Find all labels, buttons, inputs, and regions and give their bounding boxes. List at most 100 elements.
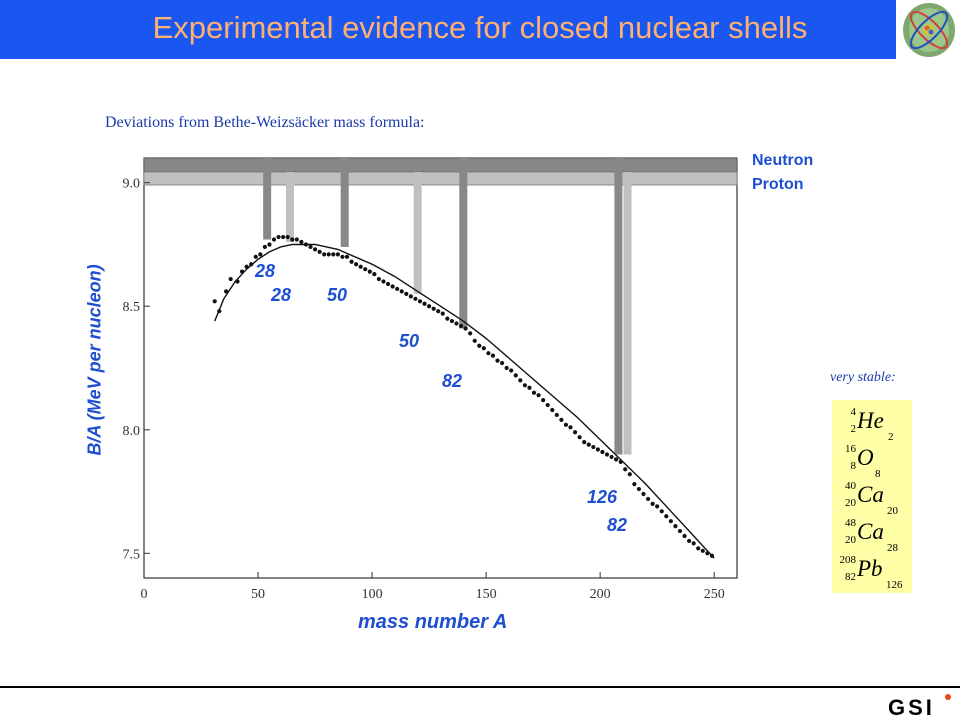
data-point	[445, 316, 450, 321]
magic-label-proton-82: 82	[607, 515, 628, 535]
data-point	[468, 331, 473, 336]
neutron-number: 2	[888, 431, 894, 443]
data-point	[691, 541, 696, 546]
data-point	[417, 299, 423, 304]
data-point	[363, 267, 368, 272]
data-point	[536, 393, 541, 398]
mass-number: 48	[845, 517, 856, 529]
data-point	[604, 452, 610, 457]
data-point	[413, 296, 418, 301]
data-point	[281, 234, 286, 240]
data-point	[687, 538, 692, 544]
data-point	[600, 449, 605, 455]
atom-logo-icon	[903, 3, 955, 57]
data-point	[645, 496, 651, 502]
stable-nuclides-box: 4 2 He 2 16 8 O 8 40 20 Ca 20 48 20 Ca 28 20…	[832, 400, 912, 593]
magic-label-neutron-50: 50	[327, 285, 348, 305]
shell-marker-proton	[285, 172, 294, 242]
data-point	[358, 264, 363, 269]
data-point	[299, 239, 304, 245]
data-point	[572, 430, 578, 435]
gsi-logo: GSI	[888, 695, 935, 720]
data-point	[609, 454, 614, 460]
data-point	[591, 444, 596, 450]
neutron-number: 28	[887, 542, 898, 554]
element-symbol: O	[857, 445, 874, 470]
data-point	[408, 294, 413, 299]
plot-frame	[143, 157, 738, 579]
proton-number: 82	[845, 571, 856, 583]
data-point	[367, 269, 372, 274]
data-point	[331, 252, 336, 257]
data-point	[655, 504, 660, 509]
shell-marker-neutron	[340, 158, 349, 247]
data-point	[627, 472, 632, 477]
y-tick-label: 7.5	[123, 547, 141, 562]
x-tick-label: 200	[590, 587, 611, 602]
data-point	[431, 306, 436, 311]
data-point	[395, 286, 400, 292]
data-point	[527, 385, 532, 390]
x-tick-label: 0	[141, 587, 148, 602]
data-point	[677, 528, 683, 534]
title-bar	[0, 0, 896, 59]
mass-number: 208	[839, 554, 857, 566]
data-point	[563, 422, 569, 427]
data-point	[267, 242, 272, 247]
data-point	[504, 365, 509, 371]
y-tick-label: 8.5	[123, 300, 141, 315]
legend-proton: Proton	[752, 176, 804, 193]
element-symbol: He	[857, 408, 884, 433]
shell-marker-proton	[623, 172, 632, 455]
data-point	[354, 262, 359, 267]
y-tick-label: 9.0	[123, 177, 141, 192]
y-axis-label: B/A (MeV per nucleon)	[84, 264, 105, 456]
data-point	[518, 378, 523, 383]
element-symbol: Pb	[857, 556, 883, 581]
data-point	[696, 546, 701, 551]
x-tick-label: 50	[251, 587, 265, 602]
proton-number: 2	[850, 423, 857, 435]
data-point	[422, 301, 427, 306]
shell-marker-neutron	[459, 158, 468, 329]
data-point	[682, 533, 687, 539]
data-point	[495, 358, 500, 363]
data-point	[290, 237, 295, 242]
data-point	[335, 252, 340, 257]
magic-label-neutron-126: 126	[587, 487, 618, 507]
element-symbol: Ca	[857, 482, 884, 507]
mass-number: 40	[845, 480, 856, 492]
data-point	[440, 311, 445, 316]
data-point	[349, 259, 354, 264]
data-point	[664, 514, 669, 519]
data-point	[426, 304, 432, 309]
data-point	[668, 519, 673, 524]
data-point	[559, 417, 564, 422]
mass-formula-curve	[214, 243, 715, 559]
data-point	[381, 279, 386, 284]
data-point	[312, 247, 318, 252]
data-point	[253, 254, 258, 259]
shell-marker-neutron	[263, 158, 272, 240]
page-title: Experimental evidence for closed nuclear…	[152, 10, 808, 45]
data-point	[390, 284, 395, 289]
data-point	[454, 321, 459, 326]
neutron-number: 20	[887, 505, 898, 517]
x-axis-label: mass number A	[358, 611, 508, 633]
neutron-number: 126	[886, 579, 903, 591]
x-tick-label: 100	[362, 587, 383, 602]
proton-band	[143, 171, 738, 186]
proton-number: 20	[845, 497, 856, 509]
magic-label-proton-50: 50	[399, 331, 420, 351]
data-point	[372, 272, 377, 277]
data-point	[577, 435, 582, 440]
data-point	[545, 402, 550, 408]
data-point	[404, 291, 409, 296]
data-point	[463, 326, 468, 331]
data-point	[326, 252, 331, 257]
x-tick-label: 250	[704, 587, 725, 602]
data-point	[531, 390, 537, 395]
data-point	[486, 351, 491, 356]
legend-neutron: Neutron	[752, 152, 814, 169]
